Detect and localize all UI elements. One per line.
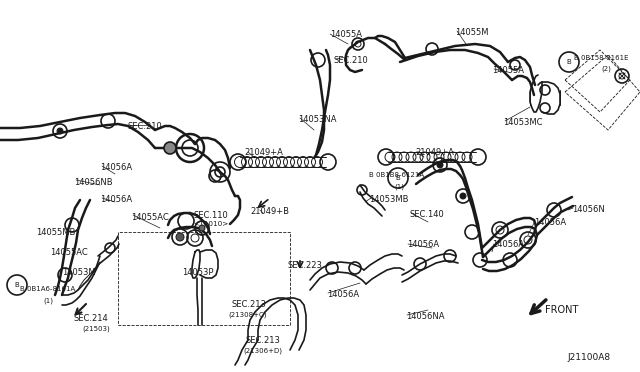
Text: 14056A: 14056A [100, 163, 132, 172]
Circle shape [176, 233, 184, 241]
Text: 14053P: 14053P [182, 268, 214, 277]
Text: 14053NA: 14053NA [298, 115, 337, 124]
Text: 14056A: 14056A [100, 195, 132, 204]
Text: SEC.214: SEC.214 [73, 314, 108, 323]
Text: 14055A: 14055A [330, 30, 362, 39]
Text: 14056A: 14056A [327, 290, 359, 299]
Text: <11010>: <11010> [193, 221, 228, 227]
Text: B: B [566, 59, 572, 65]
Text: B: B [396, 175, 401, 181]
Text: (21308+C): (21308+C) [228, 311, 266, 317]
Text: 21049+B: 21049+B [250, 207, 289, 216]
Text: 14056A: 14056A [534, 218, 566, 227]
Circle shape [164, 142, 176, 154]
Circle shape [437, 162, 443, 168]
Text: 14055M: 14055M [455, 28, 488, 37]
Circle shape [199, 225, 205, 231]
Text: SEC.110: SEC.110 [193, 211, 228, 220]
Text: B 0B1A6-8161A: B 0B1A6-8161A [20, 286, 76, 292]
Text: 14056NA: 14056NA [406, 312, 445, 321]
Text: SEC.140: SEC.140 [410, 210, 445, 219]
Text: B 0B158-8161E: B 0B158-8161E [574, 55, 628, 61]
Text: 14055AC: 14055AC [131, 213, 169, 222]
Text: B: B [15, 282, 19, 288]
Text: 21049+A: 21049+A [244, 148, 283, 157]
Text: 14056A: 14056A [492, 240, 524, 249]
Text: SEC.210: SEC.210 [128, 122, 163, 131]
Text: J21100A8: J21100A8 [567, 353, 610, 362]
Text: 14053MB: 14053MB [369, 195, 408, 204]
Text: 14055MB: 14055MB [36, 228, 76, 237]
Circle shape [57, 128, 63, 134]
Text: SEC.213: SEC.213 [232, 300, 267, 309]
Text: 14056NB: 14056NB [74, 178, 113, 187]
Text: SEC.223: SEC.223 [287, 261, 322, 270]
Text: (2): (2) [601, 66, 611, 73]
Text: 14056N: 14056N [572, 205, 605, 214]
Text: 14053M: 14053M [62, 268, 95, 277]
Text: SEC.210: SEC.210 [334, 56, 369, 65]
Text: (21306+D): (21306+D) [243, 347, 282, 353]
Circle shape [460, 193, 466, 199]
Text: 21049+A: 21049+A [415, 148, 454, 157]
Text: SEC.213: SEC.213 [245, 336, 280, 345]
Text: 14055A: 14055A [492, 66, 524, 75]
Text: (1): (1) [394, 183, 404, 189]
Text: FRONT: FRONT [545, 305, 579, 315]
Text: 14053MC: 14053MC [503, 118, 543, 127]
Text: 14056A: 14056A [407, 240, 439, 249]
Text: B 0B1B8-6121A: B 0B1B8-6121A [369, 172, 424, 178]
Text: (21503): (21503) [82, 325, 109, 331]
Text: (1): (1) [43, 297, 53, 304]
Text: 14055AC: 14055AC [50, 248, 88, 257]
